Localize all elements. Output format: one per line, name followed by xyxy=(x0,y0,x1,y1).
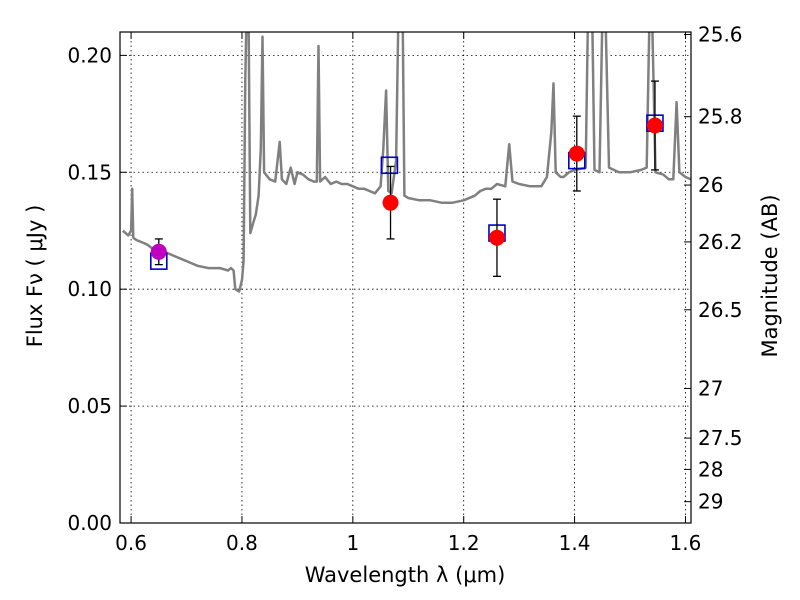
y-axis-right-label: Magnitude (AB) xyxy=(758,194,782,357)
y-axis-label: Flux Fν ( μJy ) xyxy=(23,205,47,348)
x-axis-label: Wavelength λ (μm) xyxy=(305,563,506,587)
measurement-point xyxy=(382,194,399,211)
right-tick-label: 28 xyxy=(698,457,723,481)
ticks-layer: 0.6 0.8 1 1.2 1.4 1.6 0.00 0.05 0.10 0.15 0.20 25.6… xyxy=(67,23,742,555)
right-tick-label: 27.5 xyxy=(698,426,743,450)
y-tick-label: 0.05 xyxy=(67,394,112,418)
y-tick-label: 0.15 xyxy=(67,160,112,184)
right-tick-label: 29 xyxy=(698,490,723,514)
measurement-point xyxy=(150,243,167,260)
x-tick-label: 1.6 xyxy=(670,531,702,555)
right-tick-label: 27 xyxy=(698,376,723,400)
x-tick-label: 1.2 xyxy=(448,531,480,555)
measurement-point xyxy=(568,145,585,162)
x-tick-label: 1.4 xyxy=(559,531,591,555)
measurement-point xyxy=(488,229,505,246)
right-tick-label: 25.8 xyxy=(698,105,743,129)
model-spectrum-line xyxy=(121,32,691,293)
y-tick-label: 0.00 xyxy=(67,511,112,535)
right-tick-label: 26.5 xyxy=(698,298,743,322)
photometry-square-marker xyxy=(380,156,399,175)
spectrum-layer xyxy=(121,32,691,293)
x-tick-label: 0.8 xyxy=(226,531,258,555)
markers-layer xyxy=(150,80,664,277)
right-tick-label: 26.2 xyxy=(698,230,743,254)
plot-frame xyxy=(119,31,692,524)
x-tick-label: 1 xyxy=(346,531,359,555)
grid xyxy=(120,32,691,523)
right-tick-label: 25.6 xyxy=(698,23,743,47)
measurement-point xyxy=(646,117,663,134)
x-tick-label: 0.6 xyxy=(115,531,147,555)
y-tick-label: 0.20 xyxy=(67,43,112,67)
right-tick-label: 26 xyxy=(698,173,723,197)
y-tick-label: 0.10 xyxy=(67,277,112,301)
